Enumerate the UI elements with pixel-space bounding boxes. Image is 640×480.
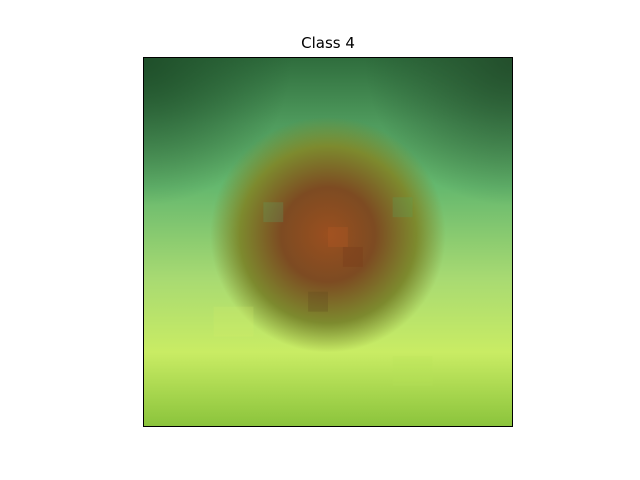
image-plot-area [143,57,513,427]
central-brown-blob [144,58,512,426]
pixelated-image [144,58,512,426]
figure-title: Class 4 [301,34,355,52]
